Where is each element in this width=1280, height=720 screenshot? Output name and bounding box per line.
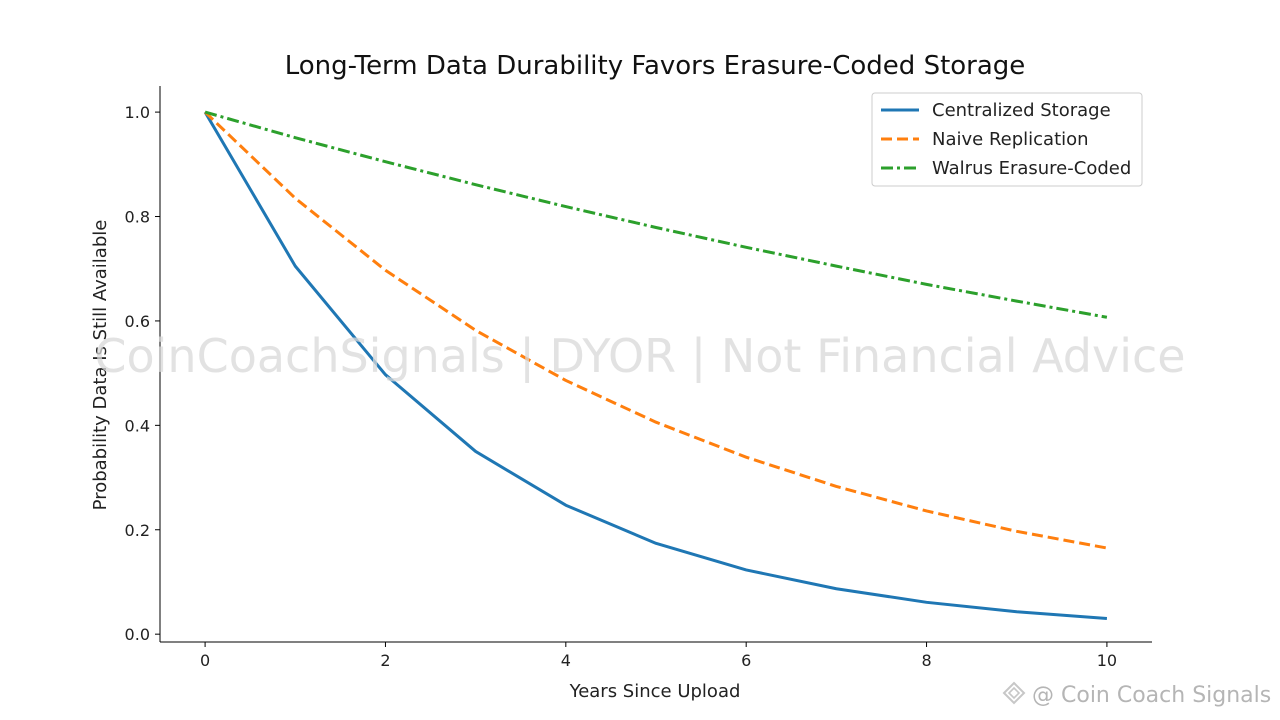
credit-text: @ Coin Coach Signals [1032, 683, 1271, 708]
x-axis-label: Years Since Upload [569, 681, 741, 702]
x-tick-label: 6 [741, 651, 751, 670]
y-tick-label: 0.4 [125, 416, 150, 435]
series-layer [203, 110, 1108, 621]
y-tick-label: 0.0 [125, 625, 150, 644]
plot-area: 0 2 4 6 8 10 0.0 0.2 0.4 0.6 0.8 1.0 [125, 86, 1152, 670]
y-tick-label: 1.0 [125, 103, 150, 122]
chart-title: Long-Term Data Durability Favors Erasure… [285, 51, 1026, 81]
y-ticks: 0.0 0.2 0.4 0.6 0.8 1.0 [125, 103, 160, 644]
y-tick-label: 0.2 [125, 521, 150, 540]
series-line-centralized-storage [203, 111, 1108, 621]
legend-label-naive-replication: Naive Replication [932, 129, 1089, 150]
credit-badge: @ Coin Coach Signals [1002, 681, 1271, 708]
series-line-walrus-erasure-coded [204, 110, 1108, 319]
watermark-text: CoinCoachSignals | DYOR | Not Financial … [94, 329, 1185, 384]
diamond-logo-icon [1002, 681, 1026, 705]
x-tick-label: 2 [380, 651, 390, 670]
legend-label-centralized-storage: Centralized Storage [932, 100, 1111, 121]
legend: Centralized Storage Naive Replication Walr… [871, 92, 1143, 187]
x-tick-label: 8 [921, 651, 931, 670]
x-tick-label: 4 [561, 651, 571, 670]
y-axis-label: Probability Data Is Still Available [90, 220, 111, 511]
x-tick-label: 0 [200, 651, 210, 670]
legend-box [871, 92, 1143, 187]
x-tick-label: 10 [1097, 651, 1117, 670]
x-ticks: 0 2 4 6 8 10 [200, 642, 1117, 670]
series-line-naive-replication [204, 111, 1108, 550]
y-tick-label: 0.6 [125, 312, 150, 331]
legend-label-walrus-erasure-coded: Walrus Erasure-Coded [932, 158, 1131, 179]
y-tick-label: 0.8 [125, 208, 150, 227]
